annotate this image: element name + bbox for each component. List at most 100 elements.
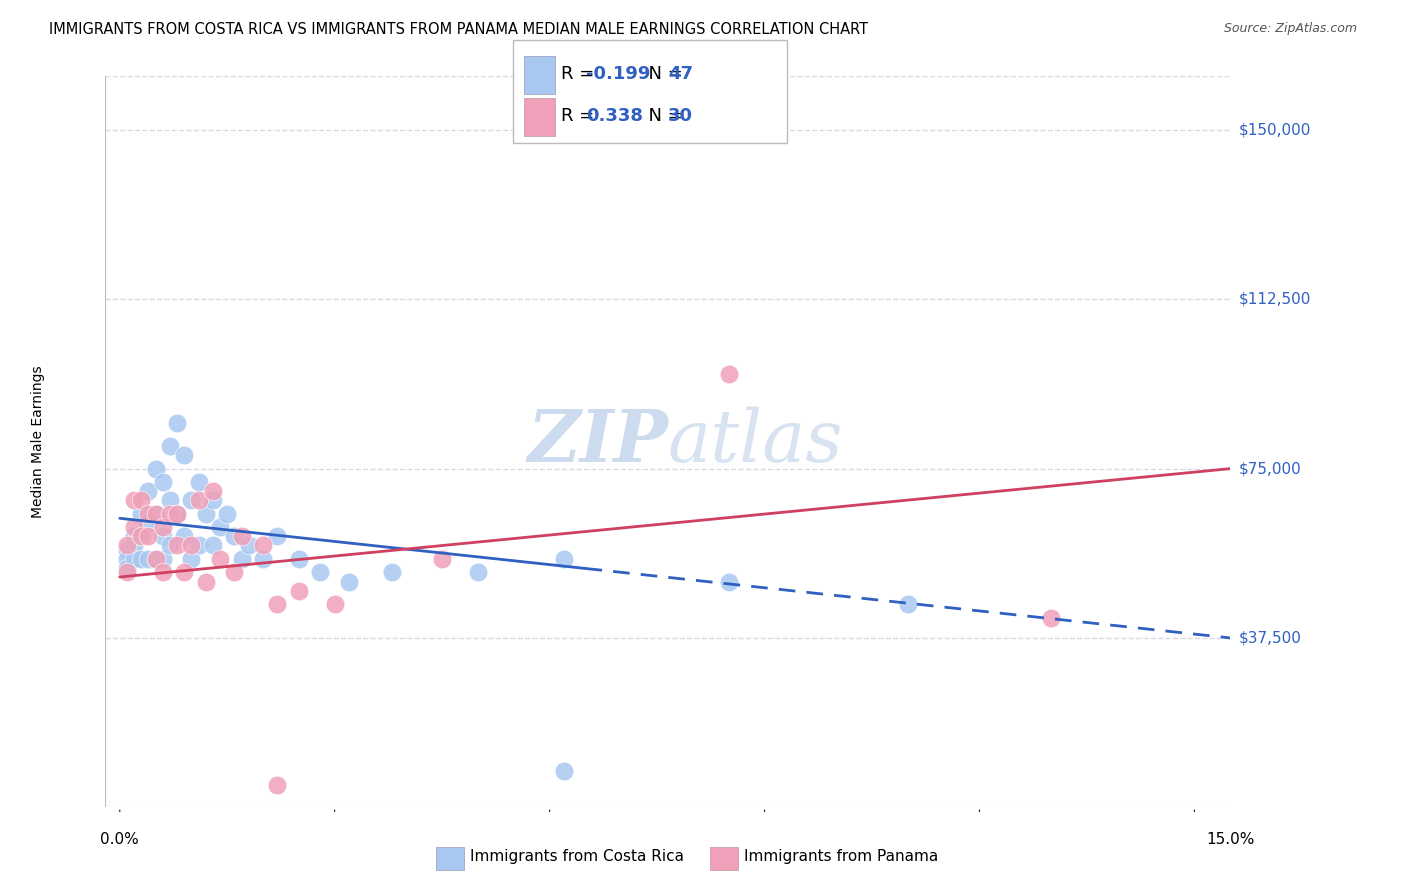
- Point: [266, 529, 288, 543]
- Text: $150,000: $150,000: [1239, 122, 1310, 137]
- Text: Immigrants from Panama: Immigrants from Panama: [744, 849, 938, 863]
- Point: [553, 764, 575, 779]
- Point: [159, 507, 181, 521]
- Point: [129, 552, 152, 566]
- Point: [224, 529, 246, 543]
- Text: atlas: atlas: [668, 406, 844, 477]
- Point: [173, 566, 195, 580]
- Point: [201, 538, 224, 552]
- Text: Immigrants from Costa Rica: Immigrants from Costa Rica: [470, 849, 683, 863]
- Point: [467, 566, 489, 580]
- Point: [288, 552, 311, 566]
- Point: [309, 566, 332, 580]
- Point: [194, 574, 217, 589]
- Text: $112,500: $112,500: [1239, 292, 1310, 307]
- Point: [145, 507, 167, 521]
- Point: [166, 417, 188, 431]
- Point: [897, 597, 920, 611]
- Point: [238, 538, 260, 552]
- Point: [231, 529, 253, 543]
- Text: Source: ZipAtlas.com: Source: ZipAtlas.com: [1223, 22, 1357, 36]
- Point: [252, 552, 274, 566]
- Point: [224, 566, 246, 580]
- Point: [138, 516, 160, 530]
- Point: [266, 778, 288, 792]
- Point: [266, 597, 288, 611]
- Point: [138, 529, 160, 543]
- Text: 0.338: 0.338: [586, 107, 644, 125]
- Point: [152, 566, 174, 580]
- Point: [1040, 610, 1063, 624]
- Point: [129, 529, 152, 543]
- Point: [166, 507, 188, 521]
- Text: 0.0%: 0.0%: [100, 832, 139, 847]
- Point: [159, 538, 181, 552]
- Point: [180, 538, 202, 552]
- Text: Median Male Earnings: Median Male Earnings: [31, 365, 45, 518]
- Point: [288, 583, 311, 598]
- Point: [381, 566, 404, 580]
- Text: $75,000: $75,000: [1239, 461, 1302, 476]
- Point: [145, 461, 167, 475]
- Point: [430, 552, 453, 566]
- Point: [166, 538, 188, 552]
- Point: [209, 520, 232, 534]
- Point: [122, 493, 145, 508]
- Point: [201, 484, 224, 499]
- Text: 15.0%: 15.0%: [1206, 832, 1254, 847]
- Point: [115, 566, 138, 580]
- Point: [173, 448, 195, 462]
- Point: [129, 529, 152, 543]
- Text: ZIP: ZIP: [527, 406, 668, 477]
- Text: -0.199: -0.199: [586, 65, 651, 83]
- Point: [122, 529, 145, 543]
- Point: [115, 542, 138, 557]
- Text: $37,500: $37,500: [1239, 631, 1302, 646]
- Point: [187, 493, 209, 508]
- Point: [115, 538, 138, 552]
- Point: [129, 493, 152, 508]
- Point: [138, 484, 160, 499]
- Point: [115, 561, 138, 575]
- Point: [138, 552, 160, 566]
- Point: [159, 493, 181, 508]
- Point: [122, 538, 145, 552]
- Text: 30: 30: [668, 107, 693, 125]
- Point: [187, 538, 209, 552]
- Text: R =: R =: [561, 65, 600, 83]
- Text: N =: N =: [637, 65, 689, 83]
- Point: [717, 367, 740, 381]
- Point: [129, 507, 152, 521]
- Point: [159, 439, 181, 453]
- Text: IMMIGRANTS FROM COSTA RICA VS IMMIGRANTS FROM PANAMA MEDIAN MALE EARNINGS CORREL: IMMIGRANTS FROM COSTA RICA VS IMMIGRANTS…: [49, 22, 869, 37]
- Point: [717, 574, 740, 589]
- Point: [323, 597, 346, 611]
- Point: [194, 507, 217, 521]
- Text: 47: 47: [668, 65, 693, 83]
- Point: [173, 529, 195, 543]
- Point: [145, 552, 167, 566]
- Point: [337, 574, 360, 589]
- Point: [201, 493, 224, 508]
- Point: [122, 552, 145, 566]
- Point: [152, 552, 174, 566]
- Point: [145, 552, 167, 566]
- Point: [553, 552, 575, 566]
- Point: [122, 520, 145, 534]
- Point: [252, 538, 274, 552]
- Point: [145, 507, 167, 521]
- Point: [231, 552, 253, 566]
- Point: [166, 507, 188, 521]
- Point: [152, 475, 174, 490]
- Point: [115, 552, 138, 566]
- Point: [180, 493, 202, 508]
- Point: [180, 552, 202, 566]
- Point: [217, 507, 239, 521]
- Point: [187, 475, 209, 490]
- Point: [138, 507, 160, 521]
- Point: [152, 529, 174, 543]
- Text: N =: N =: [637, 107, 689, 125]
- Point: [209, 552, 232, 566]
- Text: R =: R =: [561, 107, 600, 125]
- Point: [152, 520, 174, 534]
